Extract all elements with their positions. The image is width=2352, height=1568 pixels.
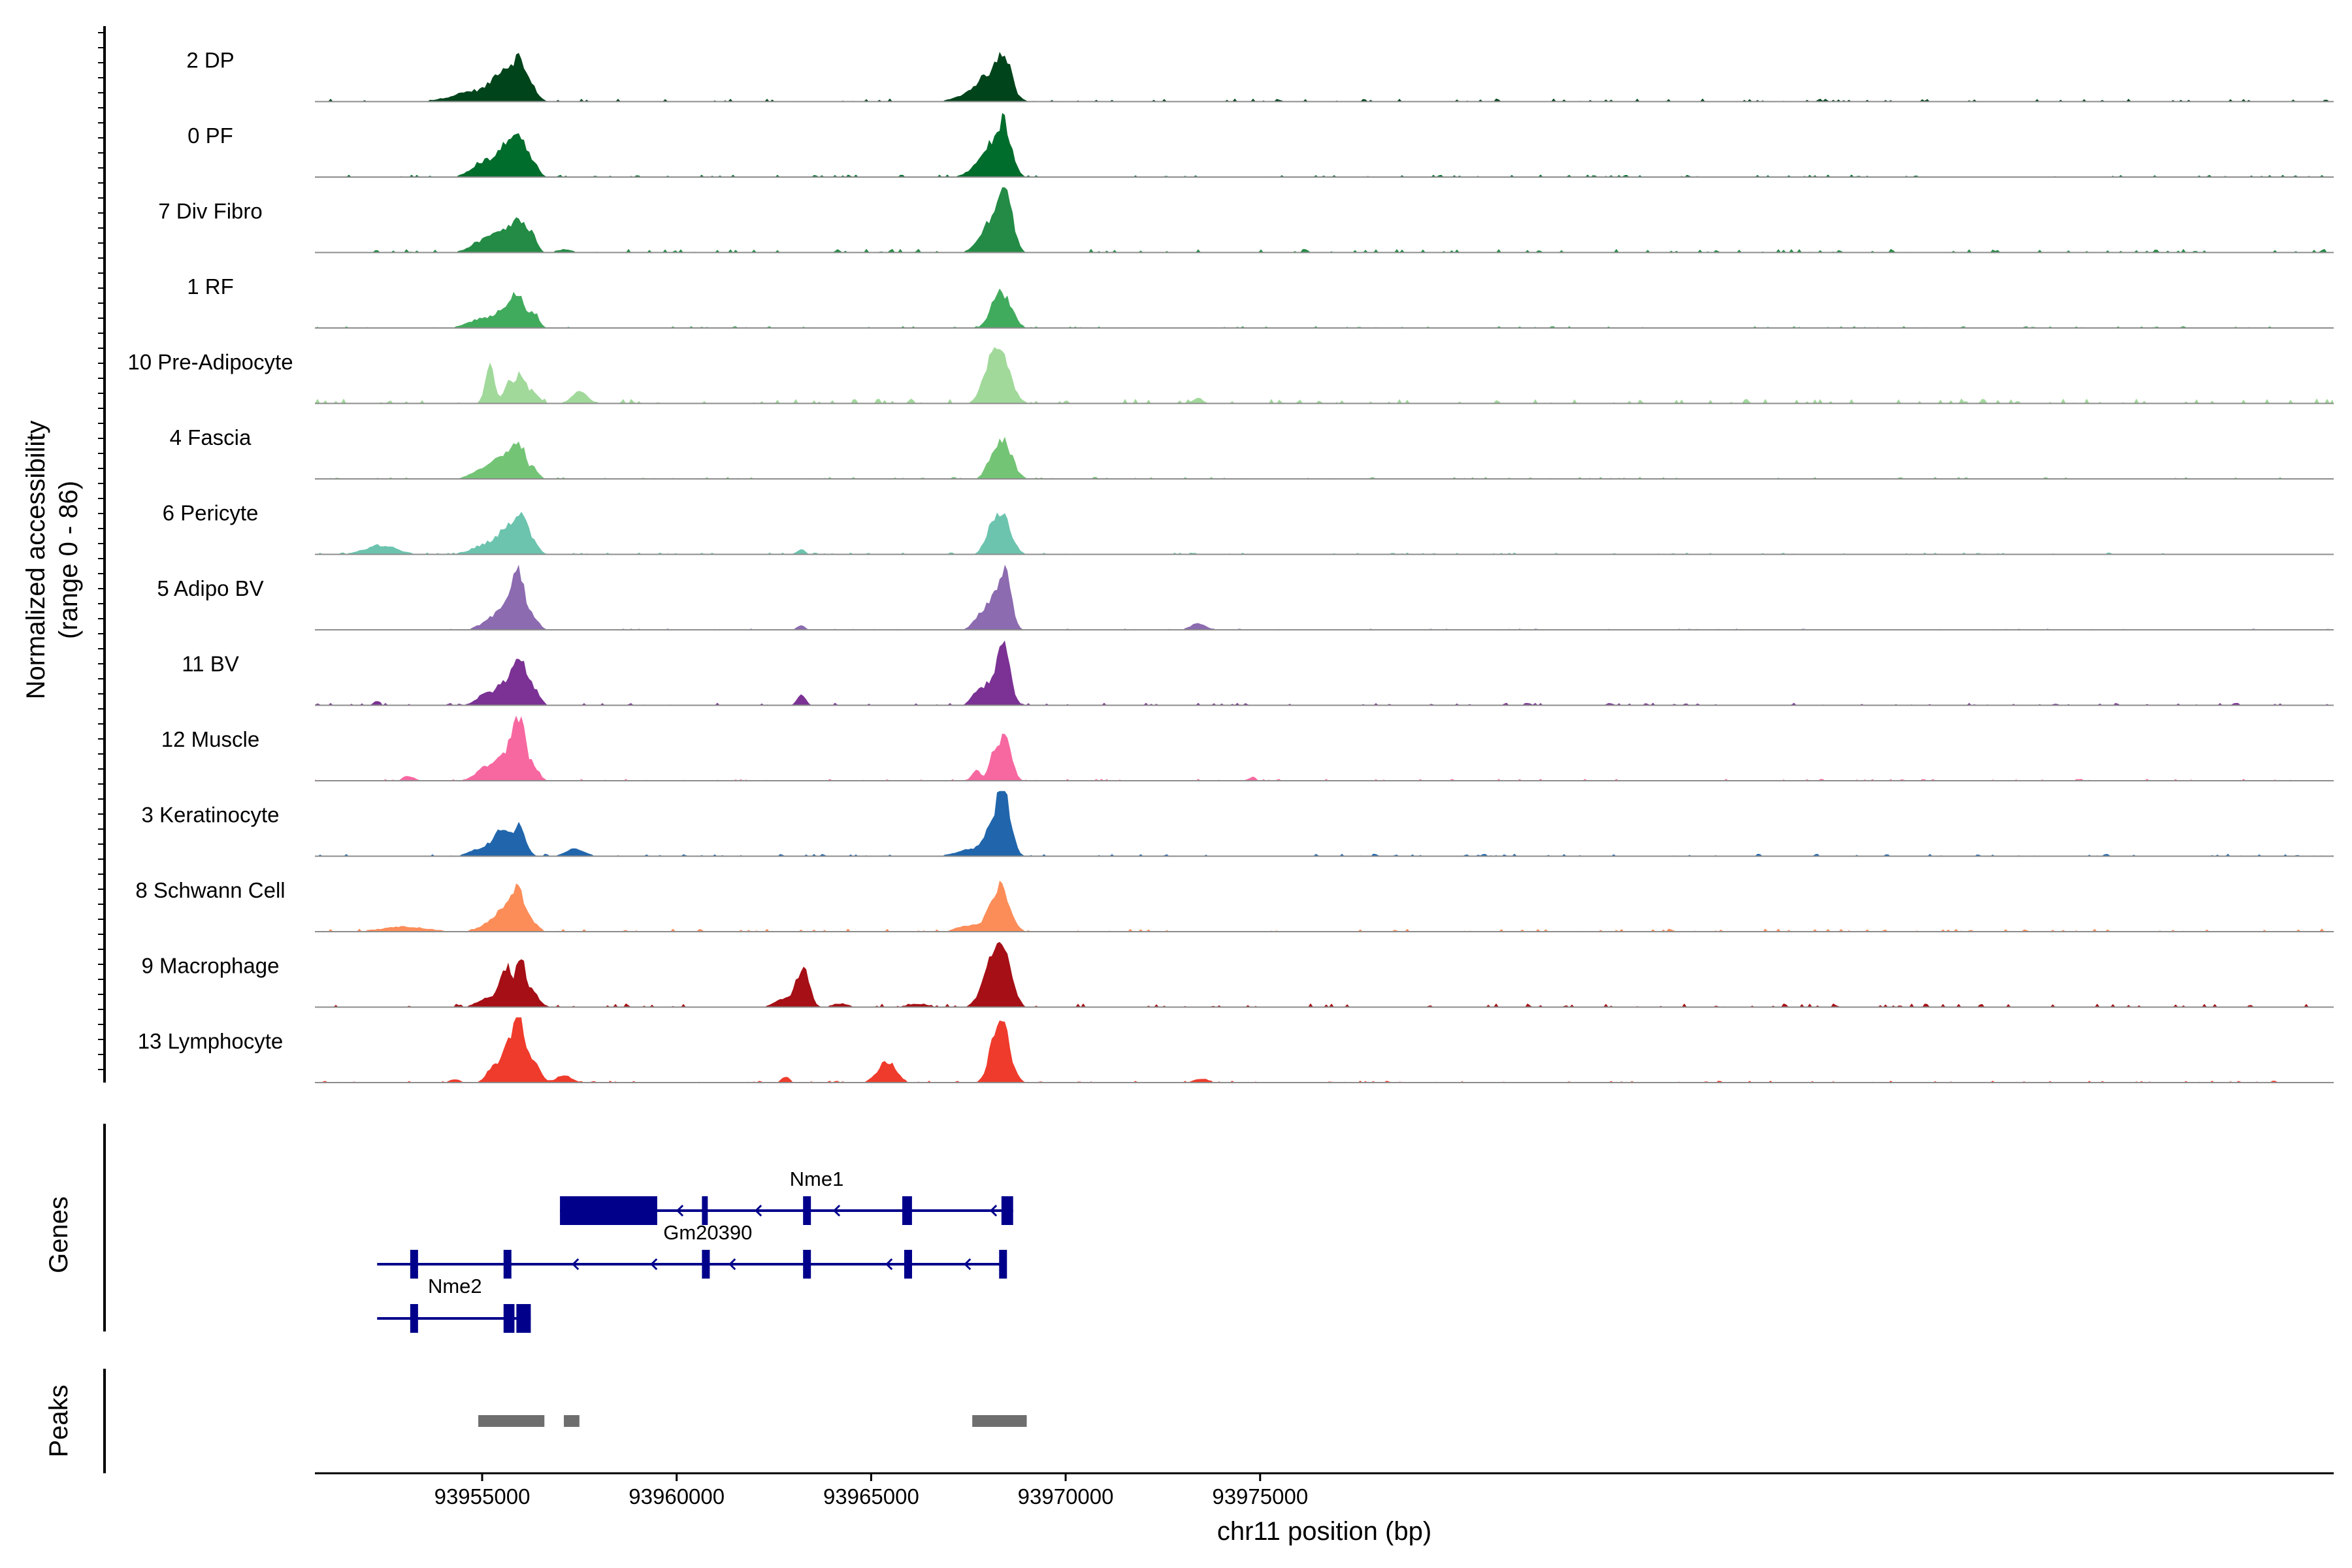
coverage-area bbox=[315, 112, 2334, 177]
peak-region bbox=[478, 1415, 545, 1427]
gene-exon bbox=[516, 1304, 531, 1333]
coverage-area bbox=[315, 640, 2334, 706]
track-label: 13 Lymphocyte bbox=[138, 1029, 284, 1053]
strand-arrow bbox=[832, 1204, 841, 1217]
gene-Gm20390: Gm20390 bbox=[377, 1221, 1007, 1279]
strand-arrow bbox=[885, 1258, 893, 1271]
strand-arrow bbox=[989, 1204, 998, 1217]
track-13: 9 Macrophage bbox=[142, 941, 2334, 1008]
strand-arrow bbox=[728, 1258, 736, 1271]
strand-arrow bbox=[754, 1204, 762, 1217]
y-axis bbox=[98, 26, 106, 1083]
coverage-tracks: 2 DP 0 PF 7 Div Fibro 1 RF 10 Pre-Adipocyte 4… bbox=[127, 48, 2334, 1083]
strand-arrow bbox=[572, 1258, 580, 1271]
coverage-area bbox=[315, 288, 2334, 328]
peaks-track bbox=[103, 1369, 1027, 1473]
gene-Nme1: Nme1 bbox=[560, 1168, 1013, 1225]
gene-name: Gm20390 bbox=[663, 1221, 752, 1244]
y-axis-title: Normalized accessibility bbox=[22, 421, 50, 700]
gene-exon bbox=[503, 1304, 515, 1333]
gene-exon bbox=[702, 1196, 708, 1225]
strand-arrow bbox=[676, 1204, 684, 1217]
genes-track-label: Genes bbox=[44, 1196, 73, 1273]
track-label: 1 RF bbox=[187, 274, 234, 299]
coverage-area bbox=[315, 436, 2334, 479]
track-label: 4 Fascia bbox=[170, 425, 252, 449]
gene-exon bbox=[904, 1250, 912, 1279]
x-tick-label: 93955000 bbox=[434, 1484, 531, 1509]
peak-region bbox=[564, 1415, 580, 1427]
strand-arrow bbox=[964, 1258, 972, 1271]
track-9: 11 BV bbox=[182, 640, 2334, 706]
x-tick-label: 93965000 bbox=[823, 1484, 919, 1509]
track-label: 10 Pre-Adipocyte bbox=[127, 350, 293, 374]
gene-exon bbox=[410, 1304, 418, 1333]
gene-Nme2: Nme2 bbox=[377, 1275, 531, 1333]
track-label: 3 Keratinocyte bbox=[142, 803, 280, 827]
coverage-area bbox=[315, 347, 2334, 404]
gene-name: Nme2 bbox=[428, 1275, 482, 1298]
track-3: 7 Div Fibro bbox=[158, 187, 2334, 253]
track-7: 6 Pericyte bbox=[163, 501, 2334, 555]
track-5: 10 Pre-Adipocyte bbox=[127, 347, 2334, 404]
gene-name: Nme1 bbox=[790, 1168, 844, 1190]
gene-exon bbox=[902, 1196, 912, 1225]
track-label: 2 DP bbox=[186, 48, 234, 73]
strand-arrow bbox=[650, 1258, 658, 1271]
coverage-area bbox=[315, 791, 2334, 857]
track-label: 8 Schwann Cell bbox=[135, 878, 285, 902]
gene-exon bbox=[1001, 1196, 1013, 1225]
gene-exon bbox=[410, 1250, 418, 1279]
track-4: 1 RF bbox=[187, 274, 2334, 329]
gene-exon bbox=[503, 1250, 512, 1279]
track-label: 11 BV bbox=[182, 652, 238, 676]
coverage-area bbox=[315, 564, 2334, 630]
x-axis: 93955000 93960000 93965000 93970000 93975000 bbox=[315, 1472, 2334, 1509]
track-label: 7 Div Fibro bbox=[158, 199, 263, 223]
coverage-area bbox=[315, 715, 2334, 781]
gene-annotation-track: Nme1 Gm20390 Nme2 bbox=[103, 1124, 1013, 1333]
coverage-area bbox=[315, 512, 2334, 555]
coverage-area bbox=[315, 880, 2334, 932]
track-label: 9 Macrophage bbox=[142, 954, 280, 978]
x-axis-title: chr11 position (bp) bbox=[1217, 1517, 1431, 1546]
track-6: 4 Fascia bbox=[170, 425, 2334, 480]
x-tick-label: 93960000 bbox=[629, 1484, 725, 1509]
track-label: 6 Pericyte bbox=[163, 501, 259, 525]
track-12: 8 Schwann Cell bbox=[135, 878, 2334, 932]
coverage-area bbox=[315, 1017, 2334, 1083]
track-label: 12 Muscle bbox=[161, 727, 259, 751]
track-10: 12 Muscle bbox=[161, 715, 2334, 781]
gene-exon bbox=[803, 1250, 811, 1279]
track-8: 5 Adipo BV bbox=[157, 564, 2334, 630]
track-1: 2 DP bbox=[186, 48, 2334, 103]
gene-exon bbox=[514, 1317, 517, 1320]
x-tick-label: 93975000 bbox=[1212, 1484, 1308, 1509]
track-14: 13 Lymphocyte bbox=[138, 1017, 2334, 1083]
x-tick-label: 93970000 bbox=[1018, 1484, 1114, 1509]
gene-exon bbox=[803, 1196, 811, 1225]
y-axis-range-label: (range 0 - 86) bbox=[54, 481, 83, 639]
coverage-area bbox=[315, 52, 2334, 102]
peaks-track-label: Peaks bbox=[44, 1384, 73, 1457]
gene-exon bbox=[560, 1196, 657, 1225]
coverage-area bbox=[315, 187, 2334, 253]
track-11: 3 Keratinocyte bbox=[142, 791, 2334, 857]
peak-region bbox=[972, 1415, 1027, 1427]
track-label: 5 Adipo BV bbox=[157, 576, 263, 600]
track-label: 0 PF bbox=[188, 123, 233, 148]
gene-exon bbox=[702, 1250, 710, 1279]
track-2: 0 PF bbox=[188, 112, 2334, 178]
gene-exon bbox=[999, 1250, 1007, 1279]
coverage-area bbox=[315, 941, 2334, 1007]
